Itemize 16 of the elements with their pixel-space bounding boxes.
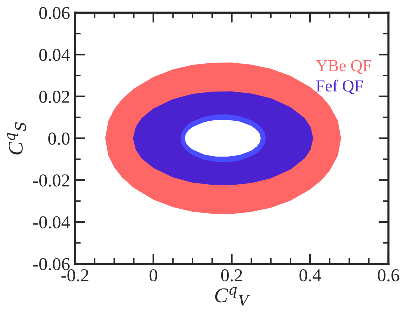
y-tick-label: 0.06 [40,7,70,20]
y-axis-title: C$^{q}$$_{S}$ [7,122,26,155]
x-axis-title: C$^{q}$$_{V}$ [215,287,250,306]
x-tick-label: 0.6 [378,269,400,282]
x-tick-label: -0.2 [62,269,89,282]
x-tick-label: 0.4 [300,269,322,282]
y-tick-label: 0.0 [48,132,70,146]
x-tick-label: 0.2 [221,269,242,282]
x-tick-label: 0 [150,269,158,282]
y-tick-label: 0.04 [40,49,70,62]
series-label: YBe QF [316,60,372,74]
y-tick-label: -0.02 [33,174,70,187]
y-tick-label: -0.06 [33,258,70,271]
y-tick-label: -0.04 [33,216,70,229]
y-tick-label: 0.02 [40,90,70,104]
series-label: Fef QF [316,80,364,94]
